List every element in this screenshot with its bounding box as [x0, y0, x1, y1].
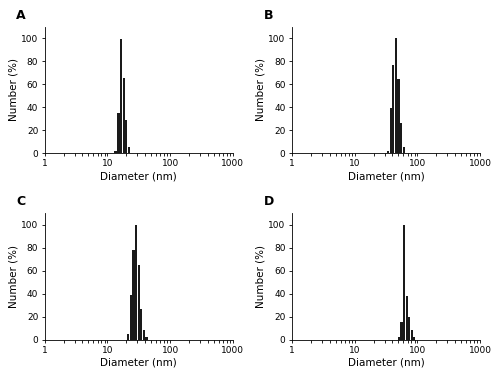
Bar	[146, 337, 148, 340]
Bar	[138, 265, 140, 340]
Bar	[406, 296, 408, 340]
X-axis label: Diameter (nm): Diameter (nm)	[100, 358, 177, 368]
Bar	[128, 147, 130, 153]
Bar	[400, 322, 402, 340]
X-axis label: Diameter (nm): Diameter (nm)	[348, 171, 424, 181]
X-axis label: Diameter (nm): Diameter (nm)	[348, 358, 424, 368]
Bar	[126, 334, 128, 340]
Bar	[132, 250, 134, 340]
Bar	[398, 79, 400, 153]
Text: A: A	[16, 9, 26, 21]
Y-axis label: Number (%): Number (%)	[256, 245, 266, 308]
Bar	[118, 113, 120, 153]
Bar	[413, 337, 416, 340]
Bar	[403, 225, 406, 340]
Bar	[135, 225, 137, 340]
Bar	[402, 147, 405, 153]
Bar	[120, 39, 122, 153]
Text: C: C	[16, 195, 26, 208]
Bar	[114, 151, 116, 153]
Bar	[408, 317, 410, 340]
Bar	[395, 38, 397, 153]
Text: D: D	[264, 195, 274, 208]
Bar	[398, 337, 400, 340]
Bar	[410, 331, 412, 340]
Bar	[387, 151, 389, 153]
Bar	[142, 331, 145, 340]
Y-axis label: Number (%): Number (%)	[256, 58, 266, 121]
Bar	[392, 65, 394, 153]
Bar	[140, 309, 142, 340]
Bar	[125, 120, 128, 153]
Bar	[130, 295, 132, 340]
Y-axis label: Number (%): Number (%)	[8, 245, 18, 308]
Text: B: B	[264, 9, 273, 21]
Y-axis label: Number (%): Number (%)	[8, 58, 18, 121]
Bar	[400, 123, 402, 153]
X-axis label: Diameter (nm): Diameter (nm)	[100, 171, 177, 181]
Bar	[390, 108, 392, 153]
Bar	[122, 78, 125, 153]
